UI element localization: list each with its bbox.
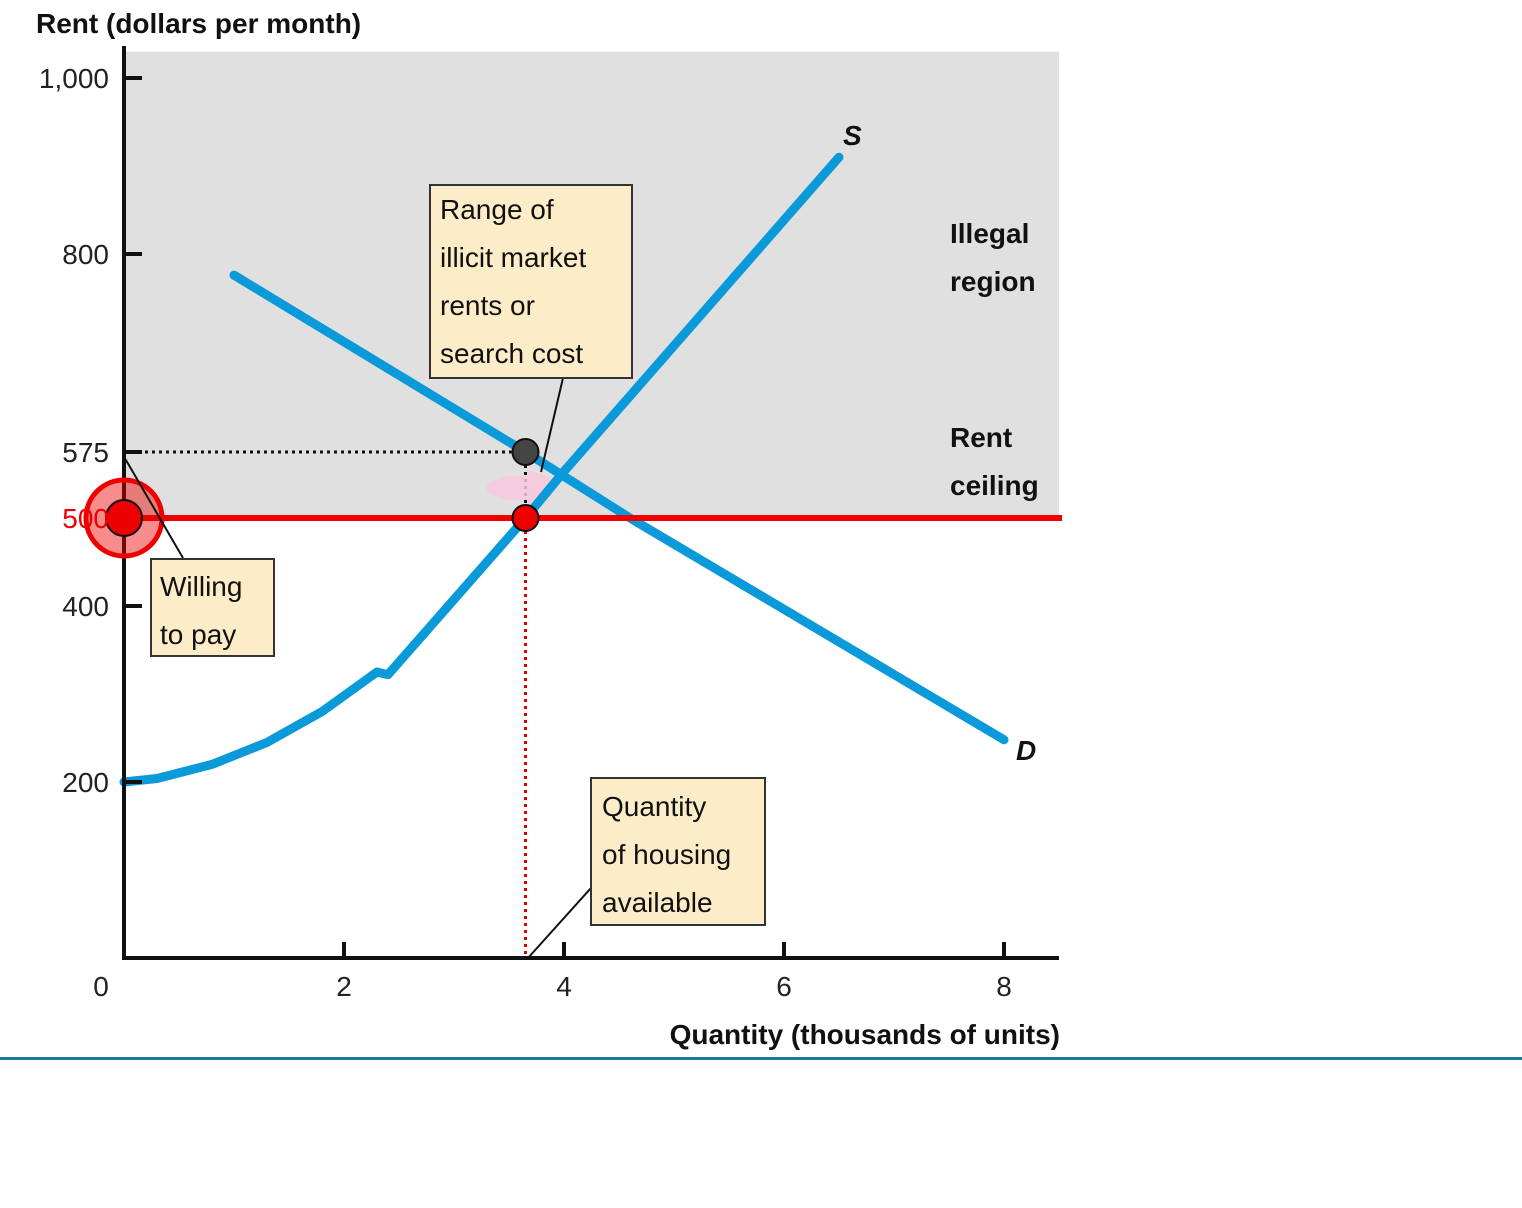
range-box-line3: rents or — [440, 290, 535, 321]
y-tick-label: 575 — [62, 437, 109, 468]
footer-divider — [0, 1057, 1522, 1060]
willing-annotation-box: Willing to pay — [150, 558, 275, 657]
range-box-line4: search cost — [440, 338, 583, 369]
quantity-box-line2: of housing — [602, 839, 731, 870]
x-axis-title: Quantity (thousands of units) — [670, 1019, 1060, 1050]
range-annotation-box: Range of illicit market rents or search … — [429, 184, 633, 379]
illegal-region-label-line2: region — [950, 266, 1036, 297]
demand-curve — [229, 270, 1009, 745]
y-tick-label: 1,000 — [39, 63, 109, 94]
supply-curve-label: S — [843, 120, 862, 151]
range-box-leader — [540, 377, 564, 473]
quantity-box-leader — [527, 887, 592, 959]
willing-box-line1: Willing — [160, 571, 242, 602]
ceiling-quantity-point — [511, 504, 540, 532]
illegal-region-label-line1: Illegal — [950, 218, 1029, 249]
y-axis-ticks: 200 400 575 800 1,000 — [39, 63, 142, 798]
x-tick-label: 2 — [336, 971, 352, 1002]
quantity-box-line1: Quantity — [602, 791, 706, 822]
willing-box-leader — [122, 454, 184, 559]
y-axis-title: Rent (dollars per month) — [36, 8, 361, 39]
y-tick-label: 800 — [62, 239, 109, 270]
search-cost-range-marker — [487, 470, 552, 504]
quantity-annotation-box: Quantity of housing available — [590, 777, 766, 926]
range-box-line2: illicit market — [440, 242, 586, 273]
willing-box-line2: to pay — [160, 619, 236, 650]
y-tick-label: 400 — [62, 591, 109, 622]
x-tick-label: 4 — [556, 971, 572, 1002]
range-box-line1: Range of — [440, 194, 554, 225]
supply-curve — [119, 152, 844, 787]
x-tick-label: 8 — [996, 971, 1012, 1002]
ceiling-axis-point — [105, 499, 143, 537]
x-tick-label: 0 — [93, 971, 109, 1002]
willing-to-pay-point — [511, 438, 540, 466]
rent-ceiling-label-line1: Rent — [950, 422, 1012, 453]
demand-curve-label: D — [1016, 735, 1036, 766]
y-tick-label: 200 — [62, 767, 109, 798]
quantity-box-line3: available — [602, 887, 713, 918]
x-tick-label: 6 — [776, 971, 792, 1002]
rent-ceiling-label-line2: ceiling — [950, 470, 1039, 501]
x-axis-ticks: 0 2 4 6 8 — [93, 942, 1012, 1002]
y-tick-label-ceiling: 500 — [62, 503, 109, 534]
